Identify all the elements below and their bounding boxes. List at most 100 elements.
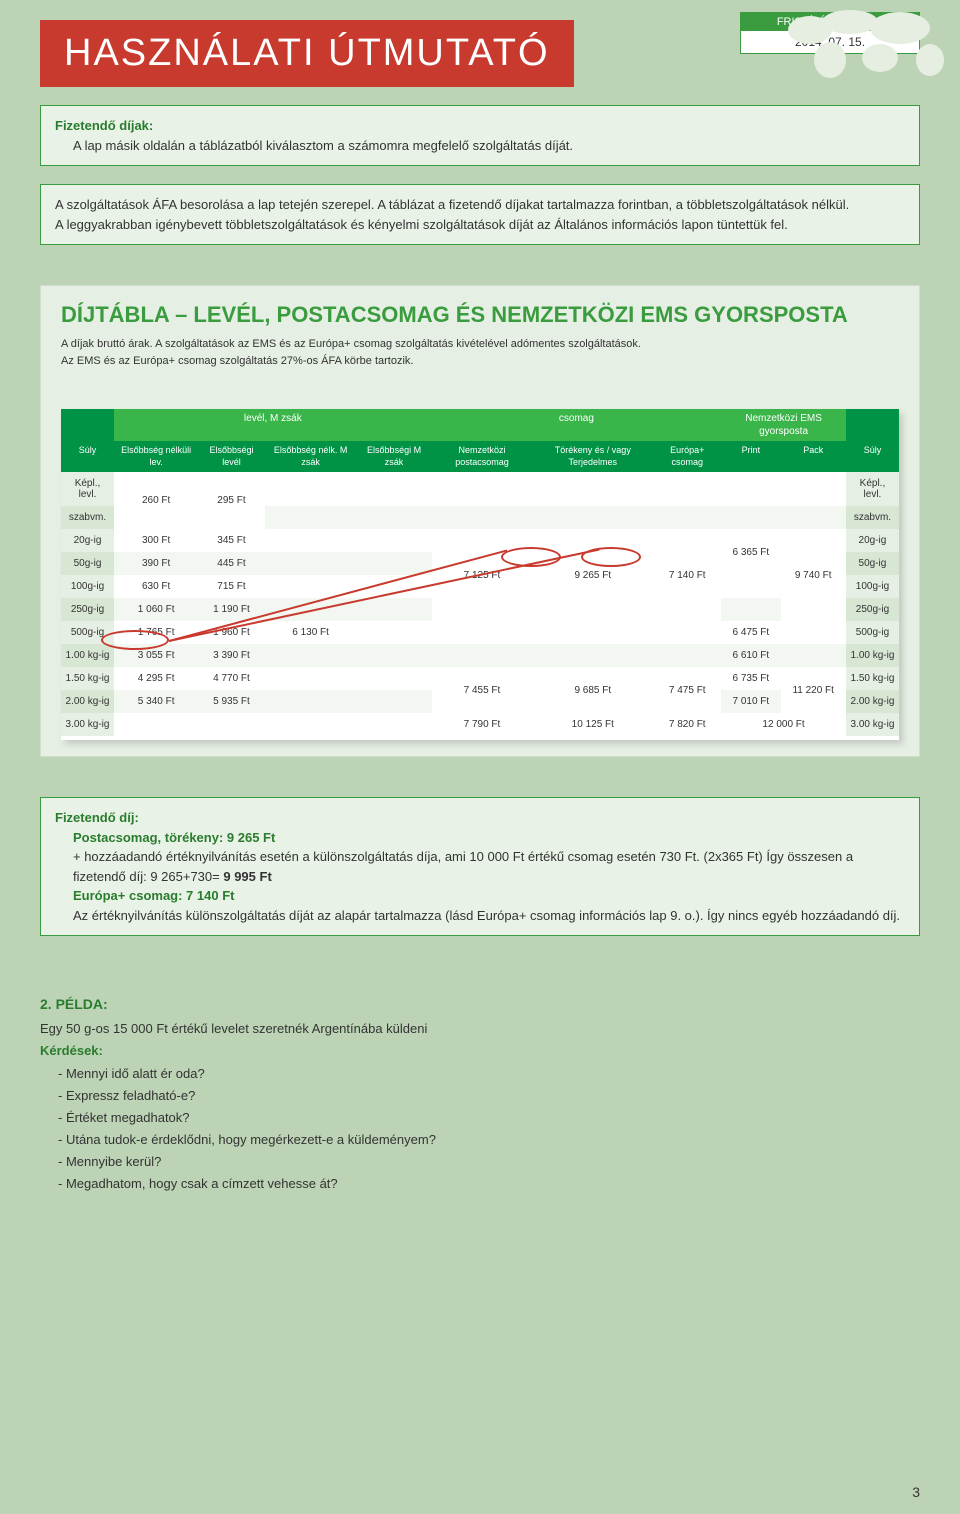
example-2-title: 2. PÉLDA: [40,996,920,1012]
col-c4: Elsőbbségi M zsák [357,441,432,472]
example-question: - Mennyibe kerül? [58,1151,920,1173]
table-cell [653,472,721,506]
box3-l3: Európa+ csomag: 7 140 Ft [73,888,234,903]
table-cell [357,472,432,506]
table-cell: 1 960 Ft [198,621,264,644]
table-cell: 3.00 kg-ig [846,713,899,736]
table-cell [265,644,357,667]
table-cell: 3 390 Ft [198,644,264,667]
table-cell: Képl., levl. [846,472,899,506]
table-cell [357,690,432,713]
table-cell: 50g-ig [846,552,899,575]
table-cell: 7 140 Ft [653,529,721,621]
info-box-2-line2: A leggyakrabban igénybevett többletszolg… [55,215,905,235]
table-cell [265,575,357,598]
example-2-qlabel: Kérdések: [40,1040,920,1062]
price-table-wrap: levél, M zsák csomag Nemzetközi EMS gyor… [61,409,899,740]
table-cell [532,644,653,667]
cat-ems: Nemzetközi EMS gyorsposta [721,409,846,441]
example-question: - Utána tudok-e érdeklődni, hogy megérke… [58,1129,920,1151]
table-cell [114,713,198,736]
cat-csomag: csomag [432,409,722,441]
info-box-2: A szolgáltatások ÁFA besorolása a lap te… [40,184,920,245]
price-section: DÍJTÁBLA – LEVÉL, POSTACSOMAG ÉS NEMZETK… [40,285,920,757]
box3-l2b: 9 995 Ft [223,869,271,884]
page-number: 3 [912,1484,920,1500]
table-cell [721,598,780,621]
table-cell: 2.00 kg-ig [61,690,114,713]
table-cell: 7 820 Ft [653,713,721,736]
table-cell: 295 Ft [198,472,264,529]
table-cell: 1 060 Ft [114,598,198,621]
page: HASZNÁLATI ÚTMUTATÓ FRISSÍTÉS DÁTUMA 201… [0,0,960,1514]
table-row: 3.00 kg-ig7 790 Ft10 125 Ft7 820 Ft12 00… [61,713,899,736]
table-cell: 9 265 Ft [532,529,653,621]
table-cell: 1 190 Ft [198,598,264,621]
table-cell: 7 475 Ft [653,667,721,713]
table-cell [357,529,432,552]
table-cell [265,667,357,690]
table-cell [357,667,432,690]
table-cell: 6 130 Ft [265,621,357,644]
table-cell: 250g-ig [846,598,899,621]
table-cell: 100g-ig [846,575,899,598]
table-cell: 20g-ig [61,529,114,552]
table-cell [532,472,653,506]
table-cell [432,621,533,644]
table-cell: 5 340 Ft [114,690,198,713]
price-table: levél, M zsák csomag Nemzetközi EMS gyor… [61,409,899,736]
table-cell: 1.50 kg-ig [846,667,899,690]
box3-l1: Postacsomag, törékeny: 9 265 Ft [73,830,275,845]
table-cell: 6 610 Ft [721,644,780,667]
table-cell: 1 765 Ft [114,621,198,644]
example-question: - Megadhatom, hogy csak a címzett vehess… [58,1173,920,1195]
table-cell [653,506,721,529]
example-question: - Értéket megadhatok? [58,1107,920,1129]
table-cell [265,472,357,506]
section-sub: A díjak bruttó árak. A szolgáltatások az… [61,336,899,369]
table-cell [198,713,264,736]
table-cell: 5 935 Ft [198,690,264,713]
info-box-1: Fizetendő díjak: A lap másik oldalán a t… [40,105,920,166]
table-cell [781,621,846,644]
col-c7: Európa+ csomag [653,441,721,472]
col-c2: Elsőbbségi levél [198,441,264,472]
col-c5: Nemzetközi postacsomag [432,441,533,472]
table-cell: 10 125 Ft [532,713,653,736]
world-map-icon [780,0,960,100]
table-cell: 100g-ig [61,575,114,598]
box3-l2: + hozzáadandó értéknyilvánítás esetén a … [73,849,853,884]
col-c8: Print [721,441,780,472]
table-cell [721,472,780,506]
table-cell [265,529,357,552]
table-cell [357,644,432,667]
table-cell [357,598,432,621]
info-box-1-title: Fizetendő díjak: [55,116,905,136]
table-cell: 20g-ig [846,529,899,552]
table-cell [265,690,357,713]
table-cell: 500g-ig [61,621,114,644]
example-question: - Mennyi idő alatt ér oda? [58,1063,920,1085]
table-cell: 9 685 Ft [532,667,653,713]
table-cell: 7 125 Ft [432,529,533,621]
table-cell: 6 475 Ft [721,621,780,644]
table-cell: 7 790 Ft [432,713,533,736]
example-question: - Expressz feladható-e? [58,1085,920,1107]
table-cell: szabvm. [846,506,899,529]
table-cell: 630 Ft [114,575,198,598]
table-cell: 6 365 Ft [721,529,780,575]
cat-level: levél, M zsák [114,409,432,441]
table-cell: 1.00 kg-ig [846,644,899,667]
table-cell [432,644,533,667]
table-row: 20g-ig300 Ft345 Ft7 125 Ft9 265 Ft7 140 … [61,529,899,552]
table-cell [532,621,653,644]
table-cell [653,621,721,644]
box3-title: Fizetendő díj: [55,808,905,828]
example-2-intro: Egy 50 g-os 15 000 Ft értékű levelet sze… [40,1018,920,1040]
table-cell [781,472,846,506]
table-cell: 715 Ft [198,575,264,598]
info-box-2-line1: A szolgáltatások ÁFA besorolása a lap te… [55,195,905,215]
table-cell: 500g-ig [846,621,899,644]
table-cell [357,552,432,575]
table-cell [653,644,721,667]
